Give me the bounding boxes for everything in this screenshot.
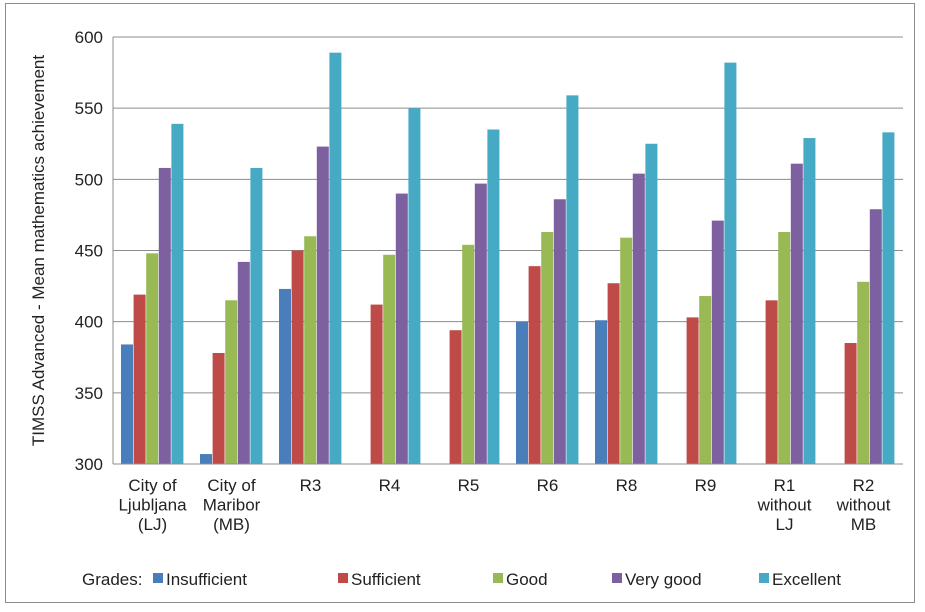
bar-sufficient: [766, 300, 778, 464]
bar-very-good: [317, 147, 329, 464]
y-tick-label: 300: [75, 455, 103, 474]
legend-swatch: [153, 573, 163, 583]
legend-swatch: [338, 573, 348, 583]
y-tick-label: 600: [75, 28, 103, 47]
bar-very-good: [791, 164, 803, 464]
y-tick-labels: 300 350 400 450 500 550 600: [75, 28, 103, 474]
bar-insufficient: [279, 289, 291, 464]
x-tick-label: R4: [379, 476, 401, 495]
bar-good: [146, 253, 158, 464]
category-labels: City of Ljubljana (LJ) City of Maribor (MB) R3…: [118, 476, 890, 534]
x-tick-label: R5: [458, 476, 480, 495]
x-tick-label: R8: [616, 476, 638, 495]
legend-label: Excellent: [772, 570, 841, 589]
bar-sufficient: [292, 251, 304, 465]
bar-excellent: [171, 124, 183, 464]
bar-sufficient: [450, 330, 462, 464]
bar-insufficient: [595, 320, 607, 464]
x-tick-label: R3: [300, 476, 322, 495]
bar-good: [383, 255, 395, 464]
y-tick-label: 350: [75, 384, 103, 403]
bars: [121, 53, 894, 464]
bar-sufficient: [608, 283, 620, 464]
legend-prefix: Grades:: [82, 570, 142, 589]
bar-very-good: [633, 174, 645, 464]
x-tick-label: R1 without LJ: [757, 476, 812, 534]
bar-excellent: [408, 108, 420, 464]
legend-label: Sufficient: [351, 570, 421, 589]
bar-very-good: [475, 184, 487, 464]
bar-very-good: [159, 168, 171, 464]
bar-good: [304, 236, 316, 464]
bar-good: [462, 245, 474, 464]
bar-very-good: [712, 221, 724, 464]
y-tick-label: 550: [75, 99, 103, 118]
bar-sufficient: [529, 266, 541, 464]
bar-good: [699, 296, 711, 464]
legend-swatch: [612, 573, 622, 583]
x-tick-label: City of Ljubljana (LJ): [118, 476, 187, 534]
y-tick-label: 400: [75, 313, 103, 332]
x-tick-label: R9: [695, 476, 717, 495]
bar-excellent: [329, 53, 341, 464]
bar-good: [620, 238, 632, 464]
bar-insufficient: [516, 322, 528, 464]
bar-good: [541, 232, 553, 464]
legend: Grades: Insufficient Sufficient Good Very g…: [82, 570, 841, 589]
y-tick-label: 450: [75, 242, 103, 261]
bar-excellent: [645, 144, 657, 464]
y-tick-label: 500: [75, 170, 103, 189]
legend-swatch: [759, 573, 769, 583]
bar-excellent: [724, 63, 736, 464]
legend-swatch: [493, 573, 503, 583]
bar-sufficient: [371, 305, 383, 464]
bar-very-good: [396, 194, 408, 464]
bar-very-good: [554, 199, 566, 464]
bar-sufficient: [845, 343, 857, 464]
y-axis-label: TIMSS Advanced - Mean mathematics achiev…: [29, 55, 48, 446]
bar-sufficient: [687, 317, 699, 464]
bar-insufficient: [200, 454, 212, 464]
bar-excellent: [487, 130, 499, 464]
x-tick-label: R2 without MB: [836, 476, 891, 534]
bar-good: [225, 300, 237, 464]
legend-label: Very good: [625, 570, 702, 589]
bar-very-good: [238, 262, 250, 464]
legend-label: Insufficient: [166, 570, 247, 589]
bar-excellent: [882, 132, 894, 464]
x-tick-label: R6: [537, 476, 559, 495]
legend-label: Good: [506, 570, 548, 589]
bar-sufficient: [134, 295, 146, 464]
bar-excellent: [566, 95, 578, 464]
x-tick-label: City of Maribor (MB): [203, 476, 261, 534]
bar-very-good: [870, 209, 882, 464]
bar-good: [778, 232, 790, 464]
bar-excellent: [250, 168, 262, 464]
bar-excellent: [803, 138, 815, 464]
bar-sufficient: [213, 353, 225, 464]
bar-good: [857, 282, 869, 464]
bar-insufficient: [121, 344, 133, 464]
